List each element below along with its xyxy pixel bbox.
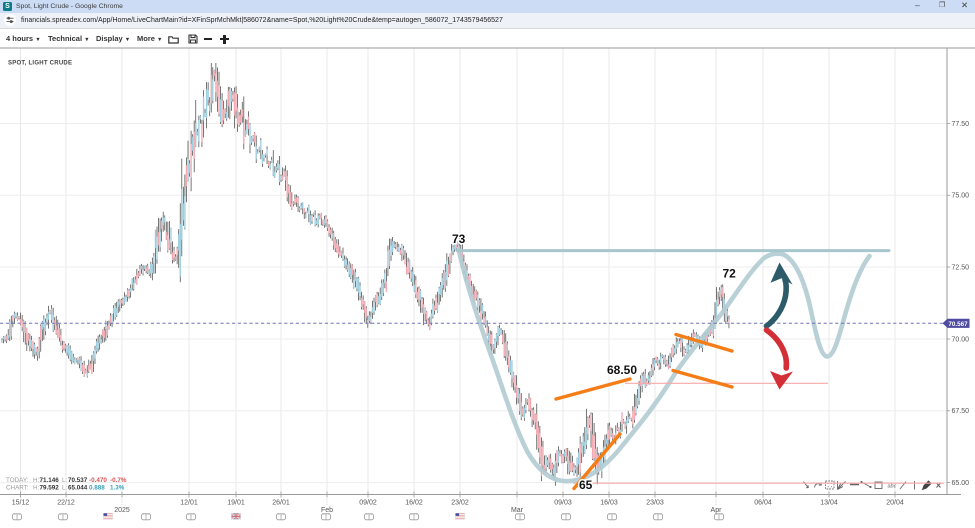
svg-text:65: 65	[579, 478, 593, 492]
svg-text:09/03: 09/03	[554, 500, 572, 507]
svg-text:15/12: 15/12	[12, 500, 30, 507]
svg-text:68.50: 68.50	[607, 363, 637, 377]
svg-text:72.50: 72.50	[952, 264, 970, 271]
svg-text:12/01: 12/01	[180, 500, 198, 507]
svg-text:19/01: 19/01	[227, 500, 245, 507]
svg-text:65.00: 65.00	[952, 480, 970, 487]
svg-text:70.567: 70.567	[948, 321, 968, 328]
svg-text:13/04: 13/04	[820, 500, 838, 507]
svg-text:65.044: 65.044	[68, 485, 88, 492]
svg-text:Feb: Feb	[321, 507, 333, 514]
svg-text:abc: abc	[888, 484, 897, 490]
svg-text:2025: 2025	[114, 507, 130, 514]
svg-text:TODAY:: TODAY:	[6, 477, 29, 484]
svg-text:16/02: 16/02	[405, 500, 423, 507]
svg-text:79.592: 79.592	[40, 485, 60, 492]
svg-text:-0.470: -0.470	[89, 477, 107, 484]
svg-text:Apr: Apr	[711, 507, 723, 514]
svg-text:1.3%: 1.3%	[110, 485, 125, 492]
svg-text:H:: H:	[33, 477, 40, 484]
svg-text:Mar: Mar	[511, 507, 524, 514]
svg-text:L:: L:	[62, 477, 68, 484]
svg-text:SPOT, LIGHT CRUDE: SPOT, LIGHT CRUDE	[8, 61, 72, 67]
svg-text:23/03: 23/03	[646, 500, 664, 507]
svg-text:22/12: 22/12	[57, 500, 75, 507]
svg-text:CHART:: CHART:	[6, 485, 29, 492]
svg-text:67.50: 67.50	[952, 408, 970, 415]
svg-text:72: 72	[723, 267, 737, 281]
svg-text:-0.7%: -0.7%	[110, 477, 127, 484]
svg-text:20/04: 20/04	[886, 500, 904, 507]
svg-text:70.537: 70.537	[68, 477, 88, 484]
svg-text:71.146: 71.146	[40, 477, 60, 484]
svg-text:23/02: 23/02	[451, 500, 469, 507]
svg-text:0.888: 0.888	[89, 485, 105, 492]
svg-text:75.00: 75.00	[952, 193, 970, 200]
svg-text:L:: L:	[62, 485, 68, 492]
svg-text:09/02: 09/02	[359, 500, 377, 507]
svg-text:73: 73	[452, 232, 466, 246]
svg-text:H:: H:	[33, 485, 40, 492]
svg-text:06/04: 06/04	[754, 500, 772, 507]
svg-text:26/01: 26/01	[272, 500, 290, 507]
svg-text:77.50: 77.50	[952, 121, 970, 128]
svg-text:70.00: 70.00	[952, 336, 970, 343]
svg-text:16/03: 16/03	[600, 500, 618, 507]
